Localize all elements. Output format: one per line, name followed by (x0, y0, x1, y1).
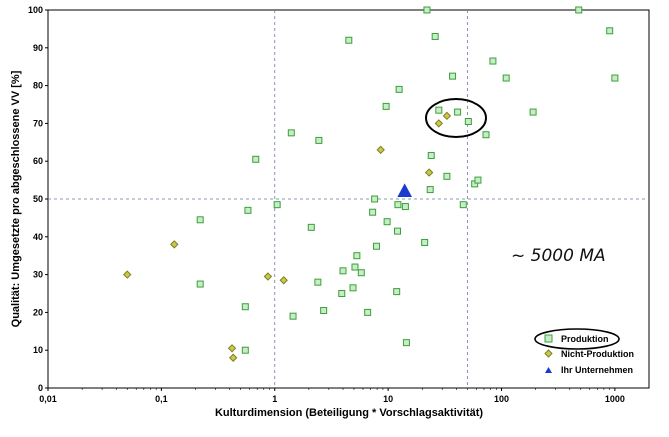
data-point-produktion (464, 118, 472, 126)
data-point-produktion (575, 6, 583, 14)
data-point-produktion (395, 85, 403, 93)
data-point-produktion (443, 172, 451, 180)
y-axis-title: Qualität: Umgesetzte pro abgeschlossene … (10, 70, 22, 327)
data-point-produktion (353, 252, 361, 260)
data-point-produktion (459, 201, 467, 209)
data-point-produktion (307, 223, 315, 231)
legend-label-ihr-unternehmen: Ihr Unternehmen (561, 365, 633, 375)
data-point-nicht-produktion (442, 111, 452, 121)
data-point-produktion (345, 36, 353, 44)
data-point-produktion (287, 129, 295, 137)
data-point-produktion (351, 263, 359, 271)
data-point-produktion (314, 278, 322, 286)
data-point-produktion (529, 108, 537, 116)
data-point-nicht-produktion (228, 353, 238, 362)
legend: Produktion Nicht-Produktion Ihr Unterneh… (534, 328, 634, 375)
data-point-nicht-produktion (376, 145, 385, 155)
x-tick-label: 0,01 (39, 394, 57, 404)
data-point-produktion (369, 208, 377, 216)
y-tick-label: 50 (33, 194, 43, 204)
legend-label-produktion: Produktion (561, 334, 609, 344)
legend-label-nicht-produktion: Nicht-Produktion (561, 349, 634, 359)
legend-marker-nicht-produktion (544, 349, 553, 358)
annotation-text: ~ 5000 MA (511, 246, 606, 266)
x-tick-label: 1000 (605, 394, 625, 404)
data-point-produktion (474, 176, 482, 184)
data-point-produktion (402, 339, 410, 347)
data-point-produktion (371, 195, 379, 203)
data-point-produktion (339, 267, 347, 275)
data-point-produktion (489, 57, 497, 65)
y-tick-label: 30 (33, 270, 43, 280)
y-tick-label: 0 (38, 383, 43, 393)
data-point-produktion (606, 27, 614, 35)
data-point-produktion (431, 32, 439, 40)
data-point-nicht-produktion (227, 344, 237, 353)
y-tick-label: 70 (33, 118, 43, 128)
data-point-produktion (289, 312, 297, 320)
data-point-produktion (349, 284, 357, 292)
highlight-circle (425, 98, 487, 138)
data-point-nicht-produktion (434, 119, 444, 128)
data-point-produktion (454, 108, 462, 116)
data-point-produktion (364, 308, 372, 316)
y-tick-label: 40 (33, 232, 43, 242)
data-point-produktion (394, 201, 402, 209)
data-point-nicht-produktion (123, 270, 132, 279)
legend-highlight-circle (534, 328, 620, 350)
data-point-produktion (382, 102, 390, 110)
data-point-produktion (315, 136, 323, 144)
data-point-nicht-produktion (424, 168, 434, 177)
x-tick-label: 100 (494, 394, 509, 404)
y-tick-label: 80 (33, 81, 43, 91)
data-point-nicht-produktion (170, 240, 179, 249)
data-point-produktion (383, 218, 391, 226)
y-tick-label: 60 (33, 156, 43, 166)
data-point-produktion (421, 238, 429, 246)
data-point-produktion (611, 74, 619, 82)
data-point-produktion (435, 106, 443, 114)
data-point-ihr-unternehmen (397, 183, 413, 197)
y-tick-label: 100 (28, 5, 43, 15)
data-point-produktion (502, 74, 510, 82)
legend-marker-produktion (544, 334, 553, 343)
data-point-produktion (401, 203, 409, 211)
x-tick-label: 1 (272, 394, 277, 404)
legend-marker-ihr-unternehmen (545, 367, 552, 373)
data-point-produktion (252, 155, 260, 163)
axis-ticks: 0 10 20 30 40 50 60 70 80 90 100 0,01 0,1 1 10 100 1000 (28, 5, 625, 404)
data-point-produktion (423, 6, 431, 14)
x-axis-title: Kulturdimension (Beteiligung * Vorschlag… (215, 407, 483, 419)
data-point-produktion (196, 280, 204, 288)
data-point-produktion (393, 288, 401, 296)
x-tick-label: 0,1 (155, 394, 168, 404)
data-point-produktion (426, 186, 434, 194)
data-point-produktion (241, 303, 249, 311)
y-tick-label: 90 (33, 43, 43, 53)
data-point-produktion (394, 227, 402, 235)
reference-lines (48, 10, 649, 388)
data-point-produktion (338, 290, 346, 297)
y-tick-label: 20 (33, 307, 43, 317)
data-point-produktion (373, 242, 381, 250)
data-point-produktion (196, 216, 204, 224)
data-point-produktion (482, 131, 490, 139)
data-point-nicht-produktion (263, 272, 273, 281)
data-point-produktion (427, 152, 435, 160)
data-point-produktion (357, 269, 365, 277)
data-point-produktion (449, 72, 457, 80)
data-point-nicht-produktion (279, 276, 288, 285)
data-point-produktion (244, 206, 252, 214)
data-point-produktion (273, 201, 281, 209)
y-tick-label: 10 (33, 345, 43, 355)
data-point-produktion (320, 307, 328, 315)
data-point-produktion (241, 346, 249, 354)
x-tick-label: 10 (383, 394, 393, 404)
data-points (123, 6, 619, 362)
